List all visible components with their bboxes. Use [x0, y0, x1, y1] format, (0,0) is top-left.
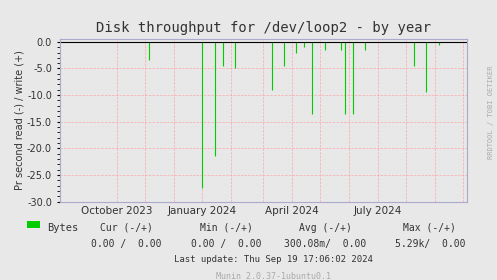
Text: 5.29k/  0.00: 5.29k/ 0.00 — [395, 239, 465, 249]
Text: Bytes: Bytes — [47, 223, 79, 233]
Text: Last update: Thu Sep 19 17:06:02 2024: Last update: Thu Sep 19 17:06:02 2024 — [174, 255, 373, 264]
Text: 0.00 /  0.00: 0.00 / 0.00 — [91, 239, 162, 249]
Text: Max (-/+): Max (-/+) — [404, 223, 456, 233]
Text: 0.00 /  0.00: 0.00 / 0.00 — [191, 239, 261, 249]
Text: 300.08m/  0.00: 300.08m/ 0.00 — [284, 239, 367, 249]
Text: Munin 2.0.37-1ubuntu0.1: Munin 2.0.37-1ubuntu0.1 — [216, 272, 331, 280]
Text: RRDTOOL / TOBI OETIKER: RRDTOOL / TOBI OETIKER — [488, 65, 494, 159]
Title: Disk throughput for /dev/loop2 - by year: Disk throughput for /dev/loop2 - by year — [96, 21, 431, 35]
Text: Cur (-/+): Cur (-/+) — [100, 223, 153, 233]
Text: Avg (-/+): Avg (-/+) — [299, 223, 352, 233]
Y-axis label: Pr second read (-) / write (+): Pr second read (-) / write (+) — [14, 50, 24, 190]
Text: Min (-/+): Min (-/+) — [200, 223, 252, 233]
